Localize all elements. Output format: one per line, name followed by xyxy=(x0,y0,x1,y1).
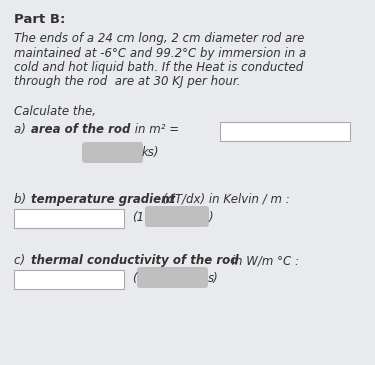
Text: in m² =: in m² = xyxy=(131,123,179,136)
FancyBboxPatch shape xyxy=(14,270,124,289)
Text: temperature gradient: temperature gradient xyxy=(31,193,175,206)
Text: Part B:: Part B: xyxy=(14,13,65,26)
Text: through the rod  are at 30 KJ per hour.: through the rod are at 30 KJ per hour. xyxy=(14,76,240,88)
FancyBboxPatch shape xyxy=(14,209,124,228)
Text: cold and hot liquid bath. If the Heat is conducted: cold and hot liquid bath. If the Heat is… xyxy=(14,61,303,74)
FancyBboxPatch shape xyxy=(145,206,209,227)
Text: in W/m °C :: in W/m °C : xyxy=(228,254,299,267)
Text: area of the rod: area of the rod xyxy=(31,123,130,136)
Text: c): c) xyxy=(14,254,29,267)
FancyBboxPatch shape xyxy=(220,122,350,141)
Text: ): ) xyxy=(209,211,214,224)
Text: (dT/dx) in Kelvin / m :: (dT/dx) in Kelvin / m : xyxy=(159,193,290,206)
Text: s): s) xyxy=(208,272,219,285)
FancyBboxPatch shape xyxy=(137,267,208,288)
Text: (: ( xyxy=(132,272,136,285)
Text: (1: (1 xyxy=(132,211,144,224)
FancyBboxPatch shape xyxy=(82,142,143,163)
Text: b): b) xyxy=(14,193,30,206)
Text: The ends of a 24 cm long, 2 cm diameter rod are: The ends of a 24 cm long, 2 cm diameter … xyxy=(14,32,304,45)
Text: a): a) xyxy=(14,123,30,136)
Text: thermal conductivity of the rod: thermal conductivity of the rod xyxy=(31,254,239,267)
Text: maintained at -6°C and 99.2°C by immersion in a: maintained at -6°C and 99.2°C by immersi… xyxy=(14,46,306,59)
Text: ks): ks) xyxy=(142,146,159,159)
Text: Calculate the,: Calculate the, xyxy=(14,105,96,118)
